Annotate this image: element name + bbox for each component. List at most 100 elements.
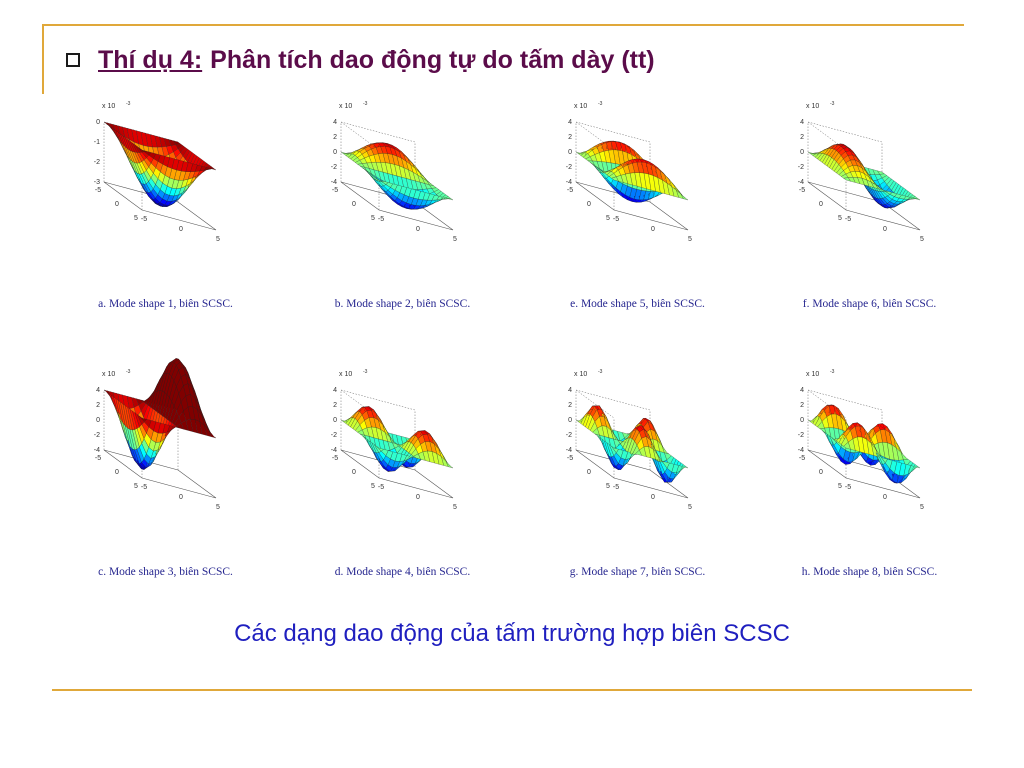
z-tick-label: 4 <box>800 387 804 394</box>
z-tick-label: 0 <box>568 417 572 424</box>
y-tick-label: -5 <box>378 216 384 223</box>
mode-shape-panel: 4 2 0 -2 -4 x 10 -3 5 0 -5 -5 0 5 f. Mode shape 6, bi… <box>752 101 987 328</box>
y-tick-label: 0 <box>416 226 420 233</box>
x-tick-label: -5 <box>799 455 805 462</box>
z-tick-label: -2 <box>798 432 804 439</box>
exponent-power: -3 <box>598 369 603 375</box>
y-tick-label: 5 <box>688 236 692 243</box>
z-tick-label: -4 <box>94 447 100 454</box>
mode-shape-panel: 4 2 0 -2 -4 x 10 -3 5 0 -5 -5 0 5 c. Mode shape 3, bi… <box>48 358 283 596</box>
z-tick-label: 2 <box>568 402 572 409</box>
mode-shape-label: e. Mode shape 5, biên SCSC. <box>570 298 705 310</box>
y-tick-label: 0 <box>416 494 420 501</box>
y-tick-label: 5 <box>216 236 220 243</box>
mode-shape-label: f. Mode shape 6, biên SCSC. <box>802 298 937 310</box>
z-tick-label: -1 <box>94 139 100 146</box>
axis-floor <box>807 449 921 499</box>
y-tick-label: -5 <box>141 216 147 223</box>
z-tick-label: 0 <box>568 149 572 156</box>
exponent-power: -3 <box>598 101 603 107</box>
x-tick-label: -5 <box>95 455 101 462</box>
x-tick-label: -5 <box>332 187 338 194</box>
x-tick-label: 0 <box>819 201 823 208</box>
figure-caption: Các dạng dao động của tấm trường hợp biê… <box>234 620 790 647</box>
slide-heading: Thí dụ 4: Phân tích dao động tự do tấm d… <box>66 42 655 78</box>
exponent-power: -3 <box>363 369 368 375</box>
y-tick-label: 5 <box>688 504 692 511</box>
y-tick-label: -5 <box>378 484 384 491</box>
x-tick-label: 5 <box>838 483 842 490</box>
z-tick-label: -2 <box>331 164 337 171</box>
x-tick-label: -5 <box>799 187 805 194</box>
axis-edge <box>340 389 416 411</box>
exponent-power: -3 <box>830 369 835 375</box>
z-tick-label: 4 <box>568 119 572 126</box>
x-tick-label: -5 <box>567 187 573 194</box>
exponent-label: x 10 <box>339 371 352 378</box>
z-tick-label: 0 <box>96 119 100 126</box>
y-tick-label: 5 <box>453 236 457 243</box>
axis-edge <box>575 389 615 419</box>
surface-patch <box>912 198 921 201</box>
z-tick-label: 0 <box>96 417 100 424</box>
z-tick-label: 2 <box>333 402 337 409</box>
mode-shape-label: c. Mode shape 3, biên SCSC. <box>98 566 233 578</box>
z-tick-label: 4 <box>800 119 804 126</box>
y-tick-label: -5 <box>141 484 147 491</box>
y-tick-label: 0 <box>651 494 655 501</box>
x-tick-label: 0 <box>352 469 356 476</box>
z-tick-label: -4 <box>566 179 572 186</box>
exponent-power: -3 <box>830 101 835 107</box>
exponent-label: x 10 <box>574 103 587 110</box>
mode-shape-panel: 4 2 0 -2 -4 x 10 -3 5 0 -5 -5 0 5 h. Mode shape 8, bi… <box>752 369 987 596</box>
surface-plot: 4 2 0 -2 -4 x 10 -3 5 0 -5 -5 0 5 <box>331 101 457 243</box>
y-tick-label: -5 <box>845 484 851 491</box>
z-tick-label: -4 <box>798 179 804 186</box>
y-tick-label: 0 <box>651 226 655 233</box>
exponent-label: x 10 <box>574 371 587 378</box>
axis-edge <box>807 389 883 411</box>
x-tick-label: 0 <box>115 469 119 476</box>
x-tick-label: 0 <box>587 201 591 208</box>
z-tick-label: 0 <box>333 149 337 156</box>
z-tick-label: 2 <box>568 134 572 141</box>
z-tick-label: 0 <box>800 417 804 424</box>
axis-edge <box>575 389 651 411</box>
left-rule <box>42 24 44 94</box>
z-tick-label: -2 <box>94 432 100 439</box>
exponent-label: x 10 <box>806 371 819 378</box>
y-tick-label: 0 <box>883 226 887 233</box>
y-tick-label: 5 <box>920 236 924 243</box>
z-tick-label: -2 <box>94 159 100 166</box>
x-tick-label: 5 <box>371 483 375 490</box>
exponent-power: -3 <box>126 369 131 375</box>
z-tick-label: -3 <box>94 179 100 186</box>
x-tick-label: 5 <box>606 483 610 490</box>
z-tick-label: 4 <box>568 387 572 394</box>
x-tick-label: 0 <box>587 469 591 476</box>
mode-shape-label: h. Mode shape 8, biên SCSC. <box>801 566 938 578</box>
surface-patch <box>445 461 454 469</box>
axis-edge <box>807 121 883 143</box>
mode-shape-label: d. Mode shape 4, biên SCSC. <box>334 566 471 578</box>
exponent-power: -3 <box>126 101 131 107</box>
heading-lead: Thí dụ 4: <box>98 45 203 74</box>
surface-plot: 4 2 0 -2 -4 x 10 -3 5 0 -5 -5 0 5 <box>566 101 692 243</box>
exponent-power: -3 <box>363 101 368 107</box>
y-tick-label: -5 <box>613 484 619 491</box>
z-tick-label: 2 <box>800 402 804 409</box>
surface-plot: 4 2 0 -2 -4 x 10 -3 5 0 -5 -5 0 5 <box>566 369 692 511</box>
x-tick-label: -5 <box>332 455 338 462</box>
mode-shape-panel: 4 2 0 -2 -4 x 10 -3 5 0 -5 -5 0 5 g. Mode shape 7, bi… <box>520 369 755 596</box>
y-tick-label: -5 <box>613 216 619 223</box>
surface-patch <box>680 194 689 201</box>
x-tick-label: 0 <box>115 201 119 208</box>
surface-plot: 0 -1 -2 -3 x 10 -3 5 0 -5 -5 0 5 <box>94 101 220 243</box>
axis-floor <box>103 449 217 499</box>
surface-plot: 4 2 0 -2 -4 x 10 -3 5 0 -5 -5 0 5 <box>94 358 220 511</box>
z-tick-label: -4 <box>798 447 804 454</box>
axis-edge <box>575 121 651 143</box>
y-tick-label: 5 <box>453 504 457 511</box>
z-tick-label: 0 <box>800 149 804 156</box>
surface-plot: 4 2 0 -2 -4 x 10 -3 5 0 -5 -5 0 5 <box>798 101 924 243</box>
